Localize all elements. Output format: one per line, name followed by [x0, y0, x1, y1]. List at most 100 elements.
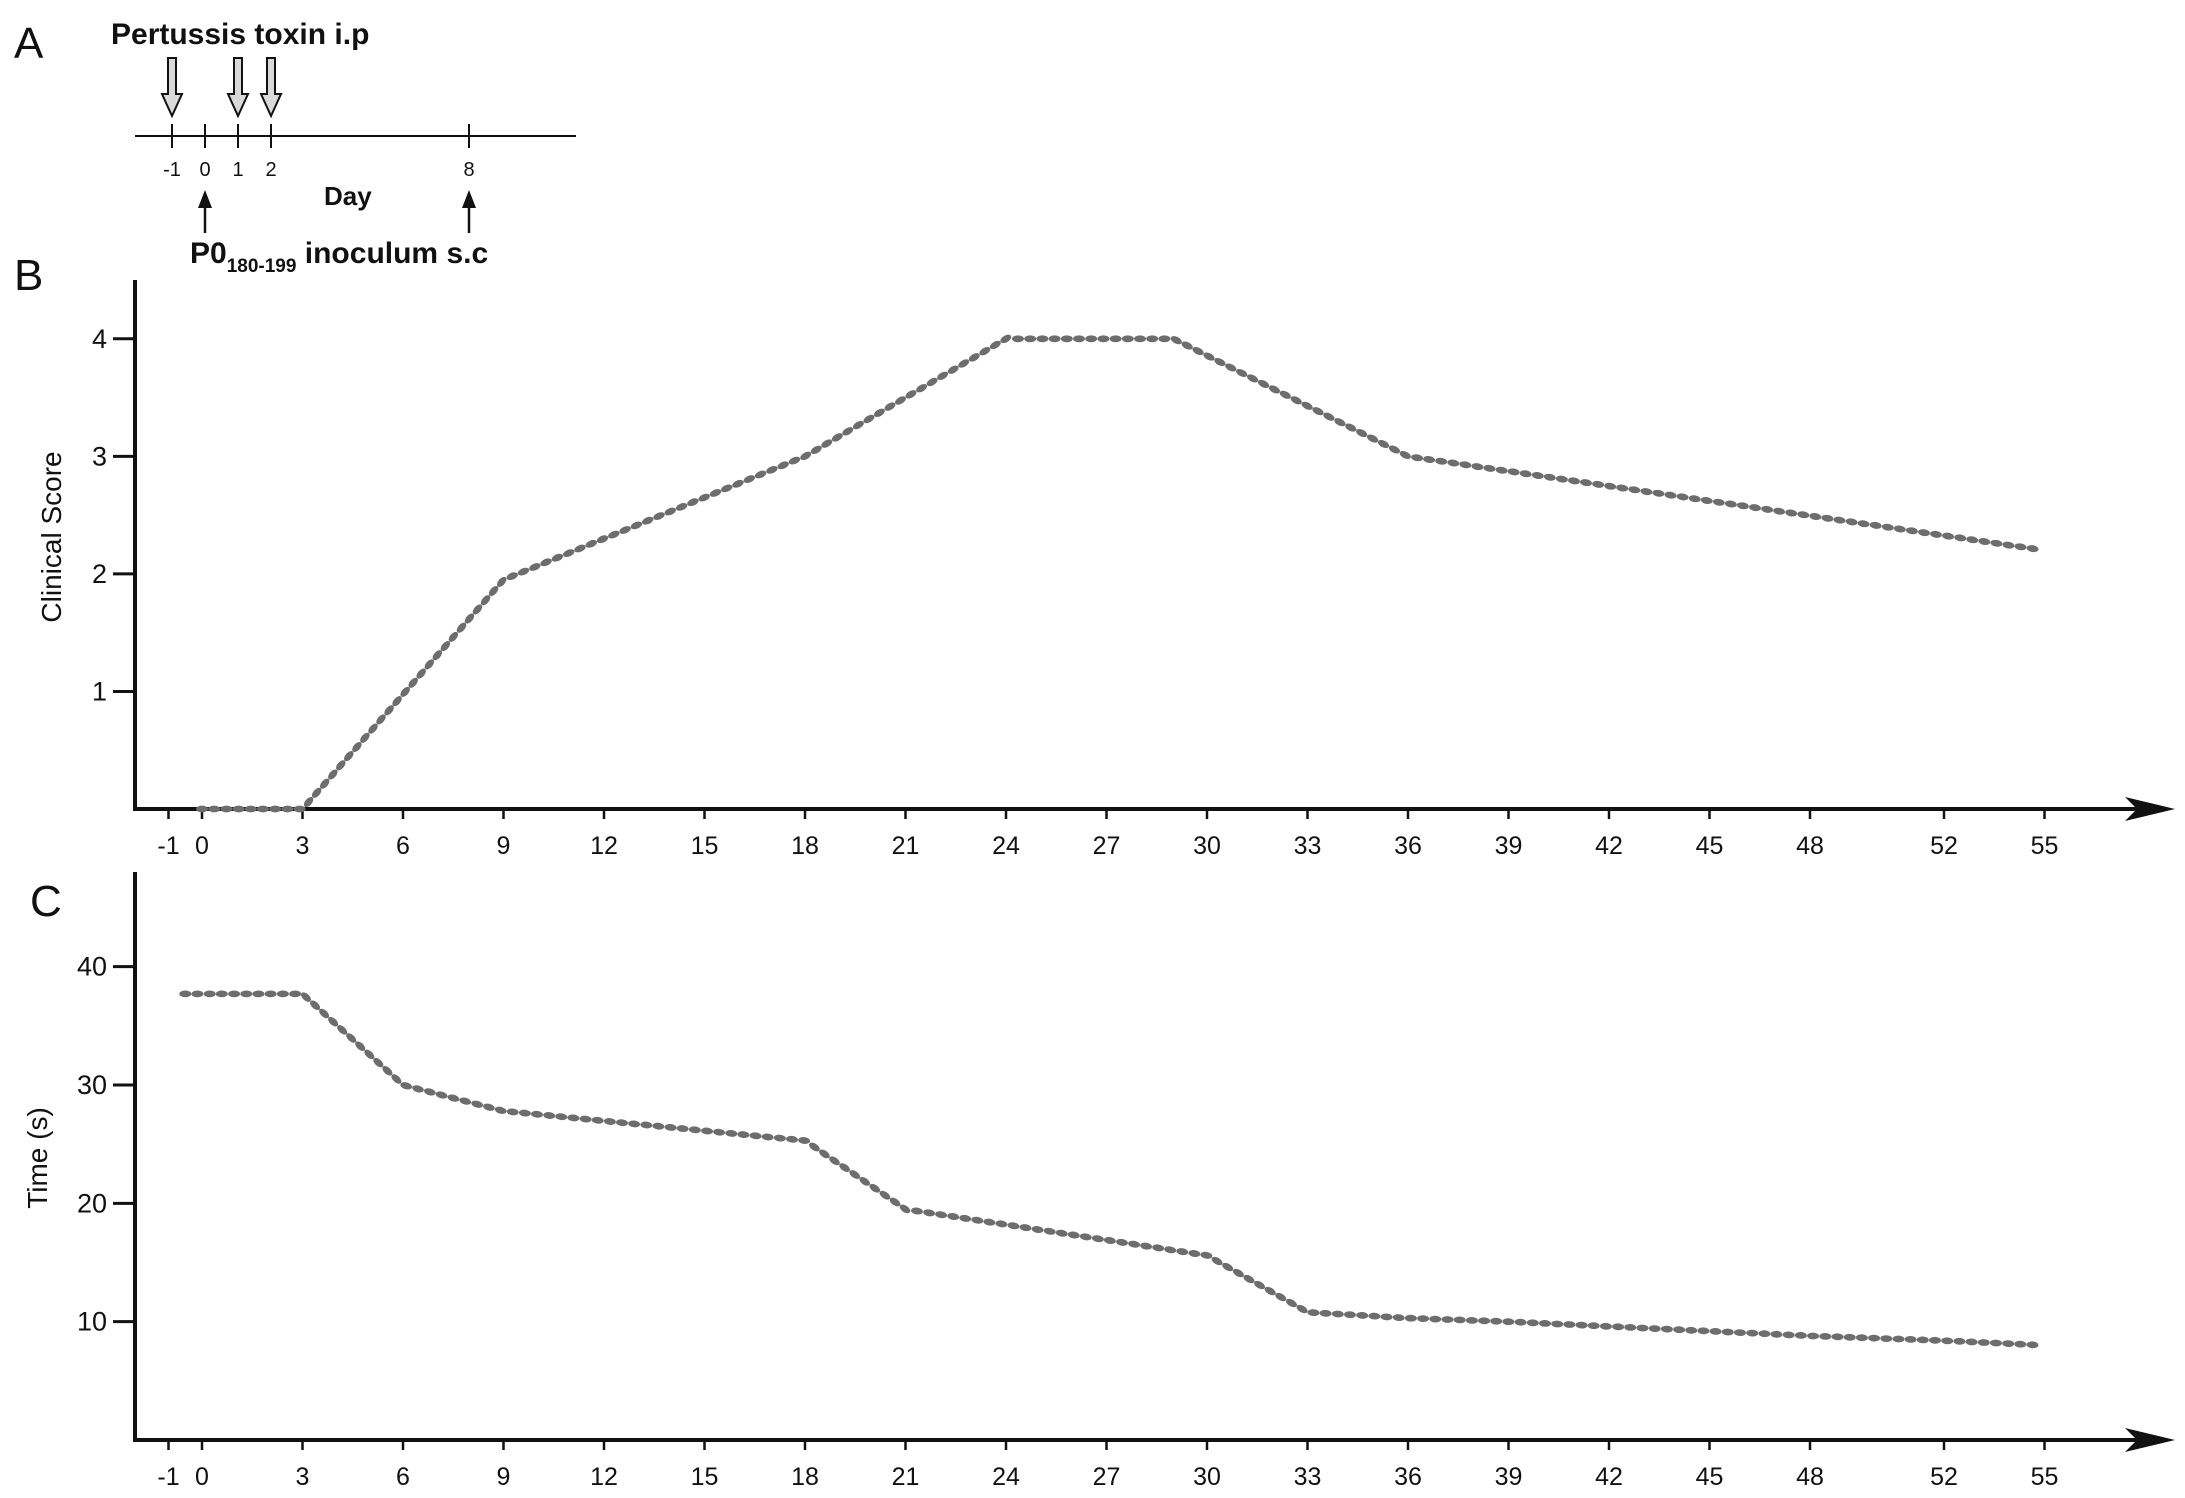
data-point	[1736, 502, 1749, 510]
data-point	[1055, 1229, 1068, 1237]
x-tick-label: 12	[590, 832, 618, 860]
data-point	[1203, 352, 1215, 361]
data-point	[303, 796, 314, 808]
data-point	[1868, 1334, 1881, 1342]
data-point	[281, 805, 294, 813]
data-point	[859, 1177, 871, 1186]
data-point	[1236, 368, 1248, 378]
data-point	[1134, 335, 1146, 343]
data-point	[1290, 396, 1302, 405]
data-point	[603, 1118, 616, 1125]
data-point	[506, 1108, 519, 1116]
data-point	[1843, 1333, 1856, 1341]
data-point	[424, 659, 435, 670]
data-point	[958, 359, 970, 368]
data-point	[1301, 401, 1313, 410]
data-point	[1551, 1320, 1564, 1328]
data-point	[1580, 479, 1592, 487]
data-point	[1685, 1326, 1698, 1334]
data-point	[346, 1033, 357, 1043]
data-point	[869, 1183, 881, 1193]
data-point	[839, 1163, 850, 1172]
data-point	[269, 805, 282, 813]
data-point	[905, 390, 917, 399]
x-tick-label: 3	[296, 832, 310, 860]
data-point	[1097, 335, 1110, 343]
data-point	[1526, 1319, 1539, 1327]
data-point	[829, 1156, 840, 1166]
x-tick-label: 9	[497, 832, 511, 860]
data-point	[884, 402, 896, 411]
y-tick-label: 10	[77, 1307, 107, 1337]
data-point	[1447, 459, 1460, 467]
data-point	[1761, 505, 1774, 513]
data-point	[384, 705, 394, 716]
data-point	[220, 805, 233, 813]
inoculum-label-main: P0	[190, 237, 227, 270]
data-point	[596, 535, 609, 544]
data-point	[675, 503, 688, 511]
data-point	[579, 1115, 592, 1123]
data-point	[1380, 1313, 1393, 1321]
data-point	[1507, 468, 1520, 476]
x-tick-label: 18	[791, 832, 819, 860]
data-point	[1048, 335, 1061, 343]
x-tick-label: 9	[497, 1463, 511, 1491]
data-point	[1176, 1248, 1189, 1256]
data-point	[360, 732, 370, 743]
data-point	[1953, 1337, 1966, 1345]
data-point	[494, 1106, 507, 1114]
data-point	[319, 1008, 330, 1019]
data-point	[1543, 473, 1556, 481]
data-point	[889, 1197, 901, 1207]
data-point	[1192, 347, 1204, 356]
data-point	[1918, 529, 1930, 537]
data-point	[701, 1127, 713, 1135]
data-point	[364, 1049, 375, 1060]
data-point	[1073, 335, 1085, 343]
data-point	[1916, 1336, 1929, 1344]
data-point	[1000, 334, 1012, 344]
x-tick-label: 52	[1930, 1463, 1958, 1491]
data-point	[1636, 1324, 1649, 1332]
data-point	[1388, 445, 1400, 454]
data-point	[344, 751, 354, 762]
data-point	[228, 990, 241, 998]
y-axis-title-time: Time (s)	[22, 1107, 53, 1209]
data-point	[480, 595, 491, 606]
data-point	[1307, 1309, 1320, 1317]
data-point	[464, 613, 475, 624]
data-point	[1734, 1329, 1746, 1337]
data-point	[1966, 536, 1979, 544]
data-point	[916, 383, 928, 393]
data-point	[1965, 1338, 1978, 1346]
data-point	[496, 576, 507, 587]
x-tick-label: 0	[195, 832, 209, 860]
data-point	[664, 1123, 677, 1131]
data-point	[551, 553, 564, 562]
timeline-panel: A Pertussis toxin i.p -1 0 1 2 8 Day P0180-1…	[14, 18, 576, 277]
data-point	[459, 1097, 472, 1105]
data-point	[1770, 1330, 1783, 1338]
data-point	[531, 1110, 543, 1118]
y-tick-label: 3	[92, 441, 107, 471]
data-point	[179, 990, 192, 998]
data-point	[652, 1122, 665, 1130]
data-point	[1345, 423, 1357, 432]
data-point	[1164, 1246, 1177, 1254]
data-point	[574, 544, 586, 553]
toxin-arrow	[160, 57, 184, 119]
data-point	[2002, 1340, 2015, 1348]
data-point	[1697, 1327, 1710, 1335]
data-point	[1116, 1238, 1128, 1246]
data-point	[1495, 466, 1508, 474]
x-tick-label: 6	[396, 1463, 410, 1491]
data-point	[1929, 1336, 1941, 1344]
data-point	[1286, 1298, 1297, 1308]
data-point	[1170, 336, 1182, 345]
data-point	[608, 530, 620, 539]
data-point	[1103, 1237, 1116, 1244]
data-point	[2002, 541, 2015, 549]
data-point	[1904, 1335, 1917, 1343]
